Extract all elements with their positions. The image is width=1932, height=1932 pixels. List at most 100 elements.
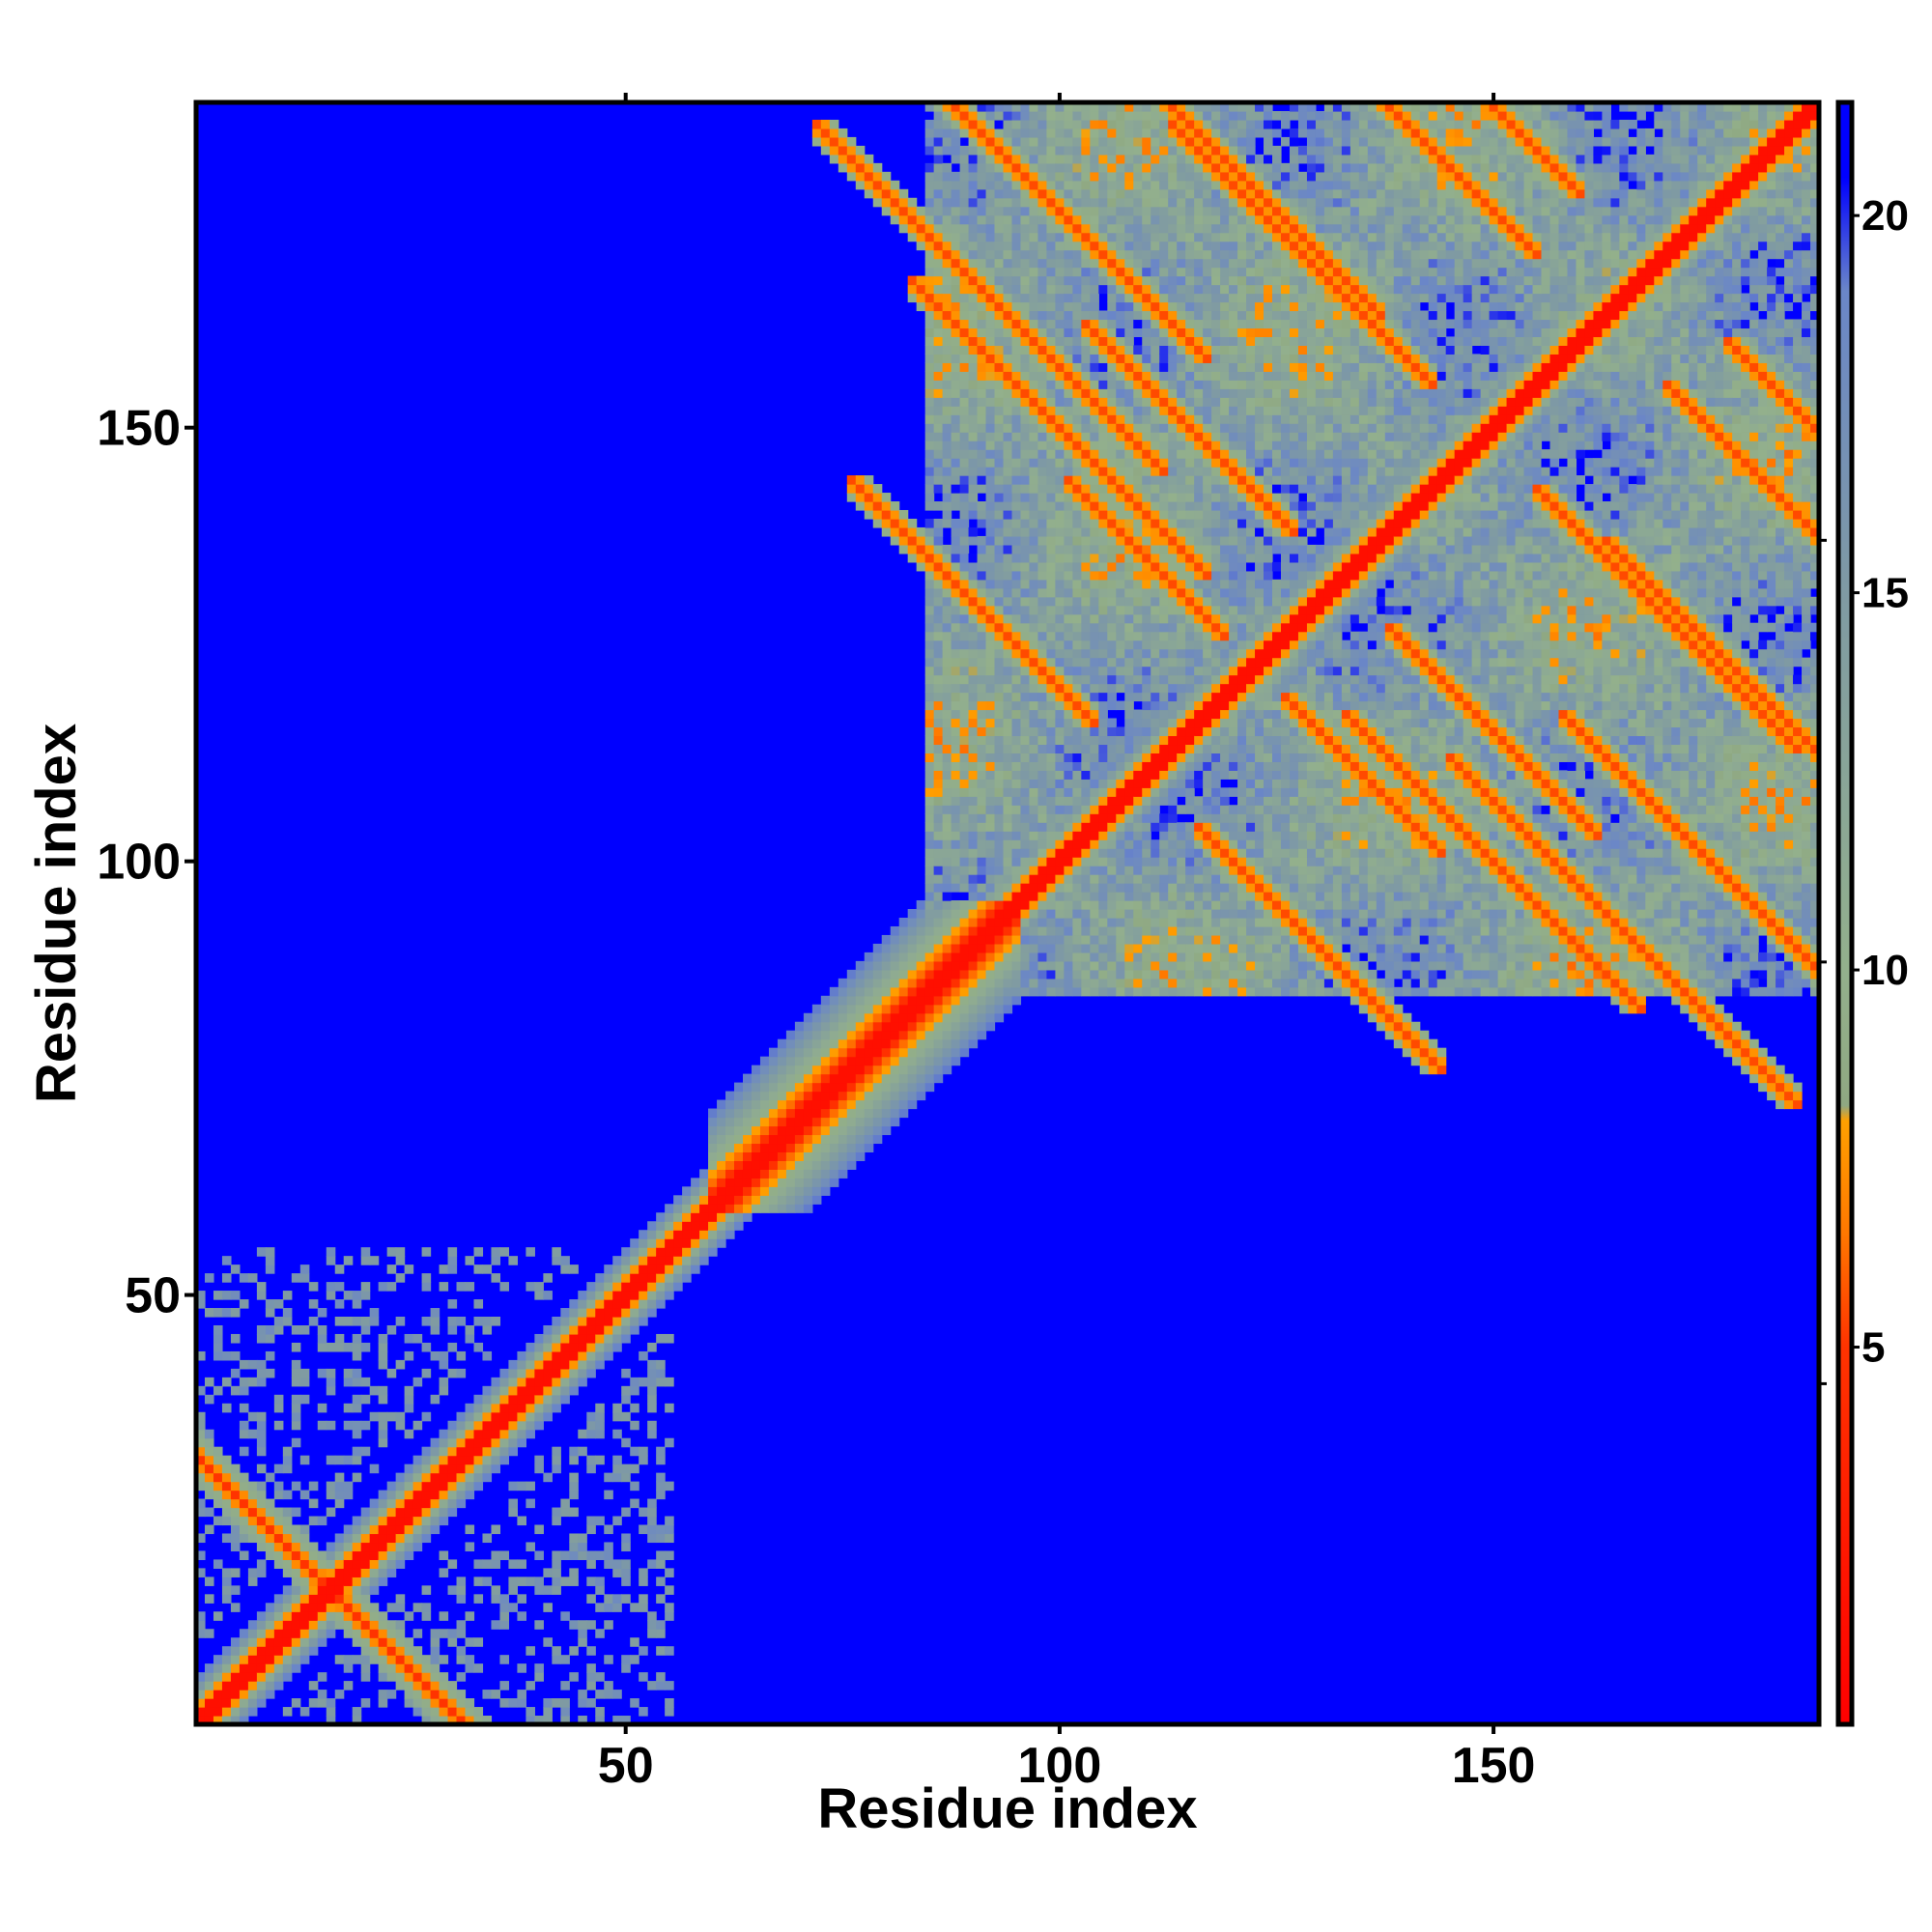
heatmap-cell bbox=[803, 1091, 813, 1101]
heatmap-cell bbox=[291, 1533, 301, 1544]
heatmap-cell bbox=[1133, 223, 1143, 234]
heatmap-cell bbox=[907, 986, 918, 997]
heatmap-cell bbox=[977, 406, 987, 415]
heatmap-cell bbox=[569, 1299, 579, 1309]
heatmap-cell bbox=[586, 1524, 596, 1535]
heatmap-cell bbox=[1011, 753, 1022, 762]
heatmap-cell bbox=[1090, 414, 1099, 424]
heatmap-cell bbox=[968, 822, 979, 832]
heatmap-cell bbox=[977, 892, 987, 901]
heatmap-cell bbox=[1072, 258, 1082, 269]
heatmap-cell bbox=[1098, 275, 1108, 286]
heatmap-cell bbox=[221, 1481, 232, 1492]
heatmap-cell bbox=[1107, 770, 1117, 780]
heatmap-cell bbox=[1090, 475, 1099, 485]
heatmap-cell bbox=[872, 188, 883, 199]
heatmap-cell bbox=[994, 639, 1005, 650]
heatmap-cell bbox=[326, 1256, 336, 1265]
heatmap-cell bbox=[1081, 362, 1091, 372]
heatmap-cell bbox=[994, 180, 1005, 190]
heatmap-cell bbox=[951, 943, 961, 953]
heatmap-cell bbox=[412, 1672, 423, 1682]
heatmap-cell bbox=[1151, 102, 1160, 112]
heatmap-cell bbox=[1107, 493, 1117, 502]
heatmap-cell bbox=[343, 1524, 354, 1535]
heatmap-cell bbox=[977, 639, 987, 650]
heatmap-cell bbox=[1081, 319, 1091, 329]
heatmap-cell bbox=[890, 1082, 900, 1093]
heatmap-cell bbox=[221, 1577, 232, 1586]
heatmap-cell bbox=[977, 1012, 987, 1023]
heatmap-cell bbox=[1020, 458, 1031, 468]
heatmap-cell bbox=[204, 1577, 214, 1586]
heatmap-cell bbox=[230, 1568, 241, 1577]
heatmap-cell bbox=[1159, 796, 1169, 806]
heatmap-cell bbox=[1055, 535, 1065, 546]
heatmap-cell bbox=[1133, 154, 1143, 164]
heatmap-cell bbox=[1142, 596, 1151, 607]
heatmap-cell bbox=[647, 1221, 657, 1231]
heatmap-cell bbox=[317, 1672, 327, 1682]
heatmap-cell bbox=[1020, 735, 1031, 746]
heatmap-cell bbox=[1098, 345, 1108, 355]
heatmap-cell bbox=[1003, 440, 1013, 450]
heatmap-cell bbox=[230, 1333, 241, 1344]
heatmap-cell bbox=[578, 1333, 587, 1344]
heatmap-cell bbox=[699, 1204, 709, 1213]
heatmap-cell bbox=[560, 1350, 570, 1361]
heatmap-cell bbox=[1159, 458, 1169, 468]
heatmap-cell bbox=[1020, 128, 1031, 138]
heatmap-cell bbox=[404, 1429, 414, 1439]
heatmap-cell bbox=[308, 1698, 319, 1708]
heatmap-cell bbox=[751, 1073, 761, 1084]
heatmap-cell bbox=[1081, 232, 1091, 242]
heatmap-cell bbox=[343, 1681, 354, 1690]
heatmap-cell bbox=[239, 1299, 249, 1309]
heatmap-cell bbox=[1142, 119, 1151, 129]
heatmap-cell bbox=[1072, 206, 1082, 216]
heatmap-cell bbox=[985, 874, 996, 884]
heatmap-cell bbox=[734, 1091, 744, 1101]
heatmap-cell bbox=[924, 535, 935, 546]
heatmap-cell bbox=[1151, 969, 1160, 980]
heatmap-cell bbox=[951, 293, 961, 303]
heatmap-cell bbox=[985, 657, 996, 668]
heatmap-cell bbox=[785, 1134, 796, 1145]
heatmap-cell bbox=[1124, 362, 1134, 372]
heatmap-cell bbox=[846, 493, 857, 502]
heatmap-cell bbox=[386, 1559, 397, 1569]
heatmap-cell bbox=[1003, 822, 1013, 832]
heatmap-cell bbox=[968, 718, 979, 728]
heatmap-cell bbox=[907, 1004, 918, 1014]
heatmap-cell bbox=[985, 561, 996, 572]
heatmap-cell bbox=[1090, 267, 1099, 277]
heatmap-cell bbox=[1133, 579, 1143, 589]
heatmap-cell bbox=[369, 1533, 380, 1544]
heatmap-cell bbox=[1029, 102, 1039, 112]
heatmap-cell bbox=[1011, 214, 1022, 225]
heatmap-cell bbox=[430, 1481, 440, 1492]
heatmap-cell bbox=[360, 1594, 371, 1604]
heatmap-cell bbox=[916, 960, 926, 971]
heatmap-cell bbox=[499, 1247, 510, 1257]
heatmap-cell bbox=[543, 1333, 553, 1344]
heatmap-cell bbox=[1159, 692, 1169, 702]
heatmap-cell bbox=[977, 900, 987, 910]
heatmap-cell bbox=[846, 1073, 857, 1084]
heatmap-cell bbox=[239, 1359, 249, 1370]
heatmap-cell bbox=[586, 1663, 596, 1673]
heatmap-cell bbox=[942, 414, 952, 424]
heatmap-cell bbox=[959, 796, 970, 806]
heatmap-cell bbox=[595, 1359, 605, 1370]
heatmap-cell bbox=[1098, 866, 1108, 875]
heatmap-cell bbox=[942, 110, 952, 121]
heatmap-cell bbox=[1124, 423, 1134, 433]
heatmap-cell bbox=[1037, 726, 1048, 737]
heatmap-cell bbox=[1055, 787, 1065, 797]
heatmap-cell bbox=[1046, 145, 1057, 156]
heatmap-cell bbox=[1064, 136, 1073, 147]
heatmap-cell bbox=[1011, 735, 1022, 746]
heatmap-cell bbox=[942, 857, 952, 867]
heatmap-cell bbox=[1142, 509, 1151, 520]
heatmap-cell bbox=[1081, 102, 1091, 112]
